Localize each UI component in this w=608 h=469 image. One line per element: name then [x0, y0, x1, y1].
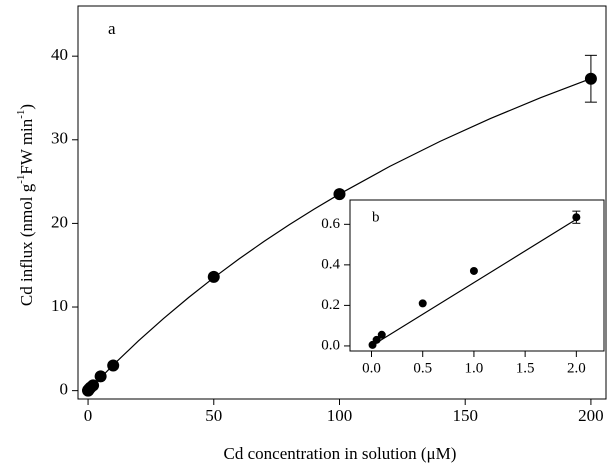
data-point: [87, 379, 100, 392]
y-tick-label: 10: [51, 296, 68, 315]
y-axis-title: Cd influx (nmol g-1FW min-1): [15, 104, 36, 306]
data-point: [584, 72, 597, 85]
y-title-part: ): [17, 104, 36, 110]
panel-label: b: [372, 209, 380, 225]
data-point: [418, 299, 427, 308]
y-tick-label: 0: [60, 380, 69, 399]
y-title-sup: -1: [15, 175, 27, 184]
y-tick-label: 0.0: [321, 337, 340, 353]
data-point: [207, 270, 220, 283]
y-title-part: Cd influx (nmol g: [17, 183, 36, 306]
x-tick-label: 150: [452, 406, 478, 425]
y-title-sup: -1: [15, 110, 27, 119]
x-tick-label: 0.0: [362, 360, 381, 376]
y-tick-label: 40: [51, 45, 68, 64]
data-point: [333, 188, 346, 201]
y-title-part: FW min: [17, 118, 36, 174]
fit-line: [371, 218, 577, 347]
data-point: [469, 266, 478, 275]
fit-line: [87, 78, 592, 392]
y-tick-label: 0.6: [321, 216, 340, 232]
data-point: [372, 335, 381, 344]
y-tick-label: 0.2: [321, 297, 340, 313]
panel-label: a: [108, 19, 116, 38]
plot-frame: [349, 199, 605, 352]
data-point: [377, 330, 386, 339]
x-tick-label: 0: [84, 406, 93, 425]
x-tick-label: 1.5: [516, 360, 535, 376]
x-tick-label: 2.0: [567, 360, 586, 376]
x-tick-label: 1.0: [465, 360, 484, 376]
y-tick-label: 30: [51, 129, 68, 148]
y-tick-label: 20: [51, 212, 68, 231]
x-tick-label: 200: [578, 406, 604, 425]
x-tick-label: 0.5: [413, 360, 432, 376]
x-tick-label: 100: [327, 406, 353, 425]
data-point: [107, 359, 120, 372]
data-point: [572, 213, 581, 222]
x-axis-title: Cd concentration in solution (μM): [224, 444, 457, 463]
data-point: [94, 370, 107, 383]
y-tick-label: 0.4: [321, 256, 340, 272]
x-tick-label: 50: [205, 406, 222, 425]
